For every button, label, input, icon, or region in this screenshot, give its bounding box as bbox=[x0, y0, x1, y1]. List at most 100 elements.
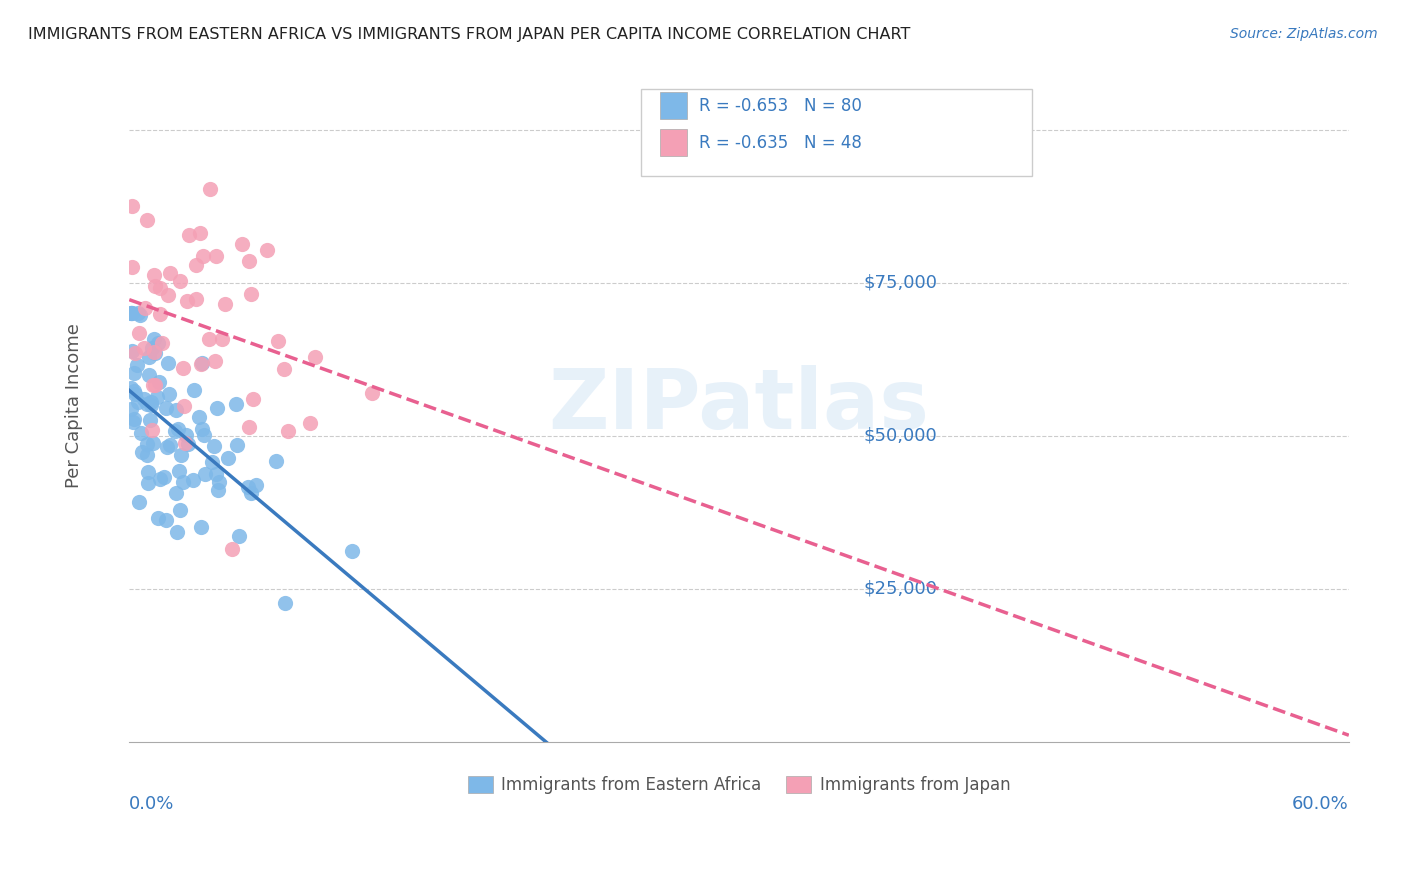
Point bbox=[184, 258, 207, 272]
Point bbox=[174, 428, 197, 442]
Point bbox=[198, 333, 221, 347]
Point bbox=[139, 394, 162, 409]
Text: $100,000: $100,000 bbox=[863, 120, 948, 139]
Point bbox=[145, 391, 167, 405]
Point bbox=[121, 306, 143, 320]
Point bbox=[121, 199, 143, 213]
Point bbox=[132, 392, 155, 406]
Point bbox=[141, 423, 163, 437]
Point bbox=[153, 470, 176, 484]
Point bbox=[264, 453, 287, 467]
Point bbox=[163, 424, 186, 438]
Point bbox=[129, 426, 152, 441]
Point bbox=[122, 384, 145, 398]
Point bbox=[298, 416, 321, 430]
Point bbox=[274, 596, 297, 610]
Point bbox=[128, 494, 150, 508]
Point bbox=[165, 486, 187, 500]
Point bbox=[193, 427, 215, 442]
Point bbox=[256, 243, 278, 257]
Point bbox=[188, 409, 211, 424]
Point bbox=[138, 465, 160, 479]
Text: 0.0%: 0.0% bbox=[129, 796, 174, 814]
Point bbox=[136, 437, 159, 451]
Point bbox=[156, 288, 179, 302]
Point bbox=[121, 343, 143, 358]
Point bbox=[226, 438, 249, 452]
Text: Per Capita Income: Per Capita Income bbox=[66, 323, 83, 488]
Point bbox=[170, 448, 193, 462]
Point bbox=[273, 362, 295, 376]
Point bbox=[143, 279, 166, 293]
Point bbox=[190, 520, 212, 534]
Point bbox=[245, 477, 267, 491]
Point bbox=[242, 392, 264, 406]
Point bbox=[228, 528, 250, 542]
Point bbox=[217, 450, 239, 465]
Point bbox=[169, 502, 191, 516]
Point bbox=[277, 425, 299, 439]
Point bbox=[174, 435, 197, 450]
Point bbox=[149, 307, 172, 321]
Point bbox=[138, 350, 160, 364]
Point bbox=[135, 397, 157, 411]
Point bbox=[143, 378, 166, 392]
Point bbox=[200, 182, 222, 196]
Text: R = -0.653   N = 80: R = -0.653 N = 80 bbox=[699, 96, 862, 114]
Point bbox=[156, 440, 179, 454]
FancyBboxPatch shape bbox=[641, 88, 1032, 177]
Text: $25,000: $25,000 bbox=[863, 580, 938, 598]
Point bbox=[127, 395, 149, 409]
Point bbox=[177, 228, 200, 243]
Point bbox=[214, 297, 236, 311]
Point bbox=[238, 254, 260, 268]
Point bbox=[124, 346, 146, 360]
Point bbox=[143, 268, 166, 282]
Point bbox=[177, 436, 200, 450]
Point bbox=[239, 485, 262, 500]
Point bbox=[159, 437, 181, 451]
Point bbox=[167, 422, 190, 436]
Point bbox=[204, 354, 226, 368]
Point bbox=[205, 249, 228, 263]
Point bbox=[128, 326, 150, 340]
Bar bbox=[659, 92, 686, 119]
Point bbox=[141, 398, 163, 412]
Point bbox=[131, 445, 153, 459]
Point bbox=[136, 448, 159, 462]
Point bbox=[193, 249, 215, 263]
Point bbox=[120, 306, 142, 320]
Point bbox=[208, 475, 231, 489]
Point bbox=[148, 281, 170, 295]
Point bbox=[142, 345, 165, 359]
Point bbox=[176, 293, 198, 308]
Point bbox=[191, 422, 214, 436]
Point bbox=[205, 401, 228, 415]
Legend: Immigrants from Eastern Africa, Immigrants from Japan: Immigrants from Eastern Africa, Immigran… bbox=[461, 769, 1017, 801]
Point bbox=[148, 376, 170, 390]
Point bbox=[361, 385, 384, 400]
Point bbox=[136, 475, 159, 490]
Point bbox=[142, 377, 165, 392]
Point bbox=[188, 226, 211, 240]
Text: $50,000: $50,000 bbox=[863, 426, 938, 444]
Point bbox=[122, 367, 145, 381]
Point bbox=[238, 420, 260, 434]
Point bbox=[169, 464, 191, 478]
Point bbox=[142, 436, 165, 450]
Text: Source: ZipAtlas.com: Source: ZipAtlas.com bbox=[1230, 27, 1378, 41]
Point bbox=[141, 341, 163, 355]
Point bbox=[120, 306, 142, 320]
Point bbox=[150, 335, 173, 350]
Point bbox=[122, 412, 145, 426]
Point bbox=[201, 455, 224, 469]
Text: ZIPatlas: ZIPatlas bbox=[548, 365, 929, 446]
Point bbox=[157, 387, 180, 401]
Point bbox=[125, 358, 148, 372]
Text: R = -0.635   N = 48: R = -0.635 N = 48 bbox=[699, 134, 862, 152]
Point bbox=[173, 399, 195, 413]
Point bbox=[165, 403, 187, 417]
Point bbox=[304, 350, 326, 364]
Point bbox=[138, 368, 160, 383]
Point bbox=[120, 381, 142, 395]
